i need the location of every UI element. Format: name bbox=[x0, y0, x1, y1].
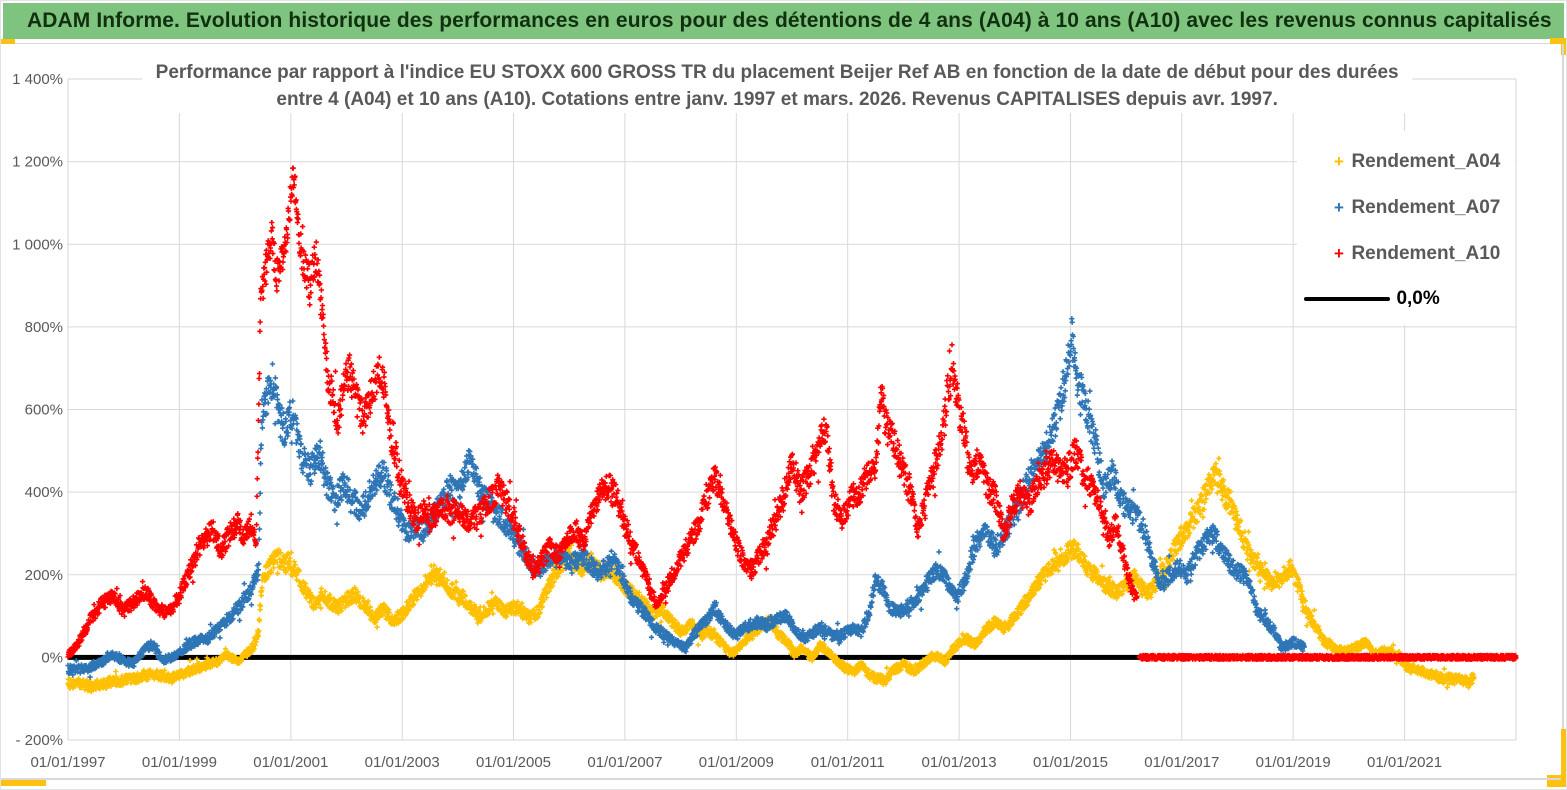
plus-marker-icon-a04: + bbox=[1334, 152, 1344, 171]
legend-label-a10: Rendement_A10 bbox=[1351, 243, 1501, 264]
x-axis-tick-label: 01/01/2015 bbox=[1033, 754, 1108, 771]
y-axis-tick-label: 200% bbox=[25, 567, 63, 584]
x-axis-tick-label: 01/01/2011 bbox=[811, 754, 885, 771]
x-axis-tick-label: 01/01/2013 bbox=[922, 754, 997, 771]
plus-marker-icon-a07: + bbox=[1334, 198, 1344, 217]
legend-item-a10: + Rendement_A10 bbox=[1331, 242, 1500, 266]
chart-title-line1: Performance par rapport à l'indice EU ST… bbox=[155, 62, 1399, 83]
x-axis-tick-label: 01/01/2009 bbox=[699, 754, 774, 771]
y-axis-tick-label: 400% bbox=[25, 484, 63, 501]
x-axis-tick-label: 01/01/1999 bbox=[142, 754, 217, 771]
x-axis-tick-label: 01/01/1997 bbox=[30, 754, 105, 771]
y-axis-tick-label: 800% bbox=[25, 319, 63, 336]
series-flat-tail-rendement_a10 bbox=[1136, 652, 1519, 662]
plus-marker-icon-a10: + bbox=[1334, 244, 1344, 263]
y-axis-tick-label: 0% bbox=[41, 649, 63, 666]
gold-border-top-right-h bbox=[1550, 38, 1566, 44]
y-axis-tick-label: 1 000% bbox=[12, 236, 63, 253]
y-axis-tick-label: 1 400% bbox=[12, 71, 63, 88]
x-axis-tick-label: 01/01/2021 bbox=[1367, 754, 1442, 771]
chart-title: Performance par rapport à l'indice EU ST… bbox=[141, 59, 1413, 113]
header-title-bar: ADAM Informe. Evolution historique des p… bbox=[3, 3, 1564, 39]
legend-label-zero: 0,0% bbox=[1396, 288, 1440, 309]
x-axis-tick-label: 01/01/2003 bbox=[365, 754, 440, 771]
y-axis-tick-label: 600% bbox=[25, 402, 63, 419]
series-points-rendement_a07 bbox=[65, 316, 1307, 680]
legend-label-a07: Rendement_A07 bbox=[1351, 197, 1501, 218]
gold-border-bottom-right-v bbox=[1561, 729, 1566, 787]
sheet-line-under-header bbox=[15, 43, 1550, 44]
y-axis-tick-label: 1 200% bbox=[12, 154, 63, 171]
sheet-line-right bbox=[1562, 44, 1564, 729]
legend-label-a04: Rendement_A04 bbox=[1351, 151, 1501, 172]
y-axis-tick-label: - 200% bbox=[15, 732, 63, 749]
gold-border-top-left bbox=[1, 39, 15, 44]
x-axis-tick-label: 01/01/2007 bbox=[587, 754, 662, 771]
sheet-line-bottom bbox=[1, 778, 1561, 780]
chart-title-line2: entre 4 (A04) et 10 ans (A10). Cotations… bbox=[276, 89, 1278, 110]
x-axis-tick-label: 01/01/2005 bbox=[476, 754, 551, 771]
legend-item-a07: + Rendement_A07 bbox=[1331, 196, 1500, 220]
chart-legend: + Rendement_A04 + Rendement_A07 + Rendem… bbox=[1297, 131, 1515, 325]
zero-line-icon bbox=[1304, 297, 1390, 301]
page-title: ADAM Informe. Evolution historique des p… bbox=[27, 9, 1552, 32]
x-axis-tick-label: 01/01/2001 bbox=[253, 754, 328, 771]
x-axis-tick-label: 01/01/2017 bbox=[1144, 754, 1219, 771]
legend-item-zero-line: 0,0% bbox=[1304, 287, 1440, 311]
x-axis-tick-label: 01/01/2019 bbox=[1256, 754, 1331, 771]
gold-border-bottom-left bbox=[1, 779, 46, 786]
legend-item-a04: + Rendement_A04 bbox=[1331, 150, 1500, 174]
series-points-rendement_a10 bbox=[65, 165, 1140, 660]
